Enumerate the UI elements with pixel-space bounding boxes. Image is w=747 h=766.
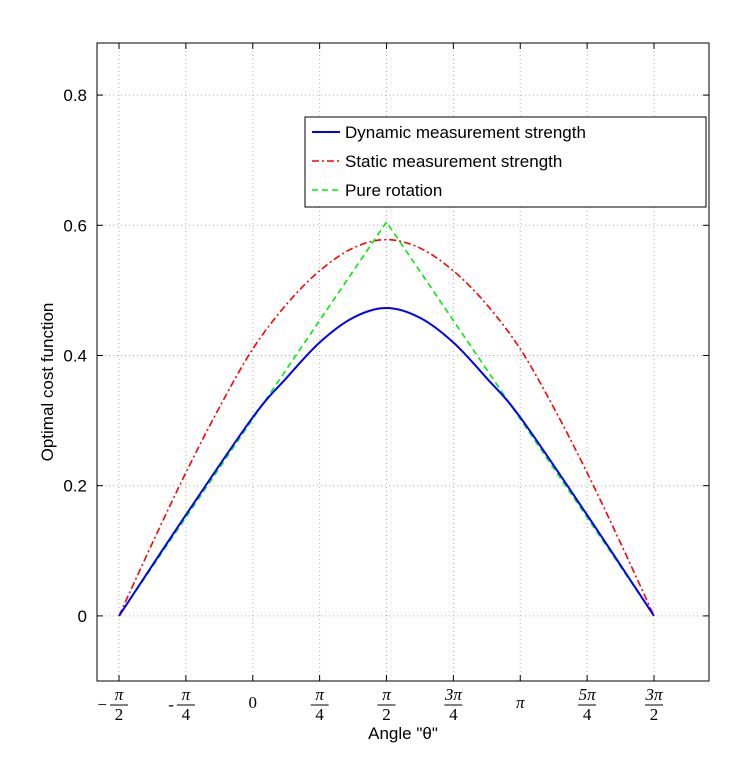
y-tick-label-3: 0.6 [63,216,87,235]
x-tick-text-2: 0 [249,693,258,712]
y-axis-label: Optimal cost function [38,303,57,462]
legend-entry-dynamic: Dynamic measurement strength [345,123,586,142]
y-tick-label-4: 0.8 [63,86,87,105]
x-tick-label-1: π4- [168,685,195,724]
x-tick-numerator-8: 3π [644,685,663,704]
x-tick-sign-0: − [97,695,107,714]
series-line-dynamic [118,306,655,617]
series-layer [118,220,655,617]
series-line-static [118,238,655,617]
x-tick-numerator-5: 3π [444,685,463,704]
x-tick-denominator-5: 4 [449,705,458,724]
x-tick-sign-1: - [168,695,174,714]
x-tick-numerator-1: π [182,685,191,704]
x-tick-label-5: 3π4 [444,685,463,724]
x-tick-label-7: 5π4 [578,685,597,724]
y-tick-label-0: 0 [78,607,87,626]
y-tick-label-2: 0.4 [63,346,87,365]
x-tick-numerator-4: π [382,685,391,704]
x-tick-label-0: π2− [97,685,128,724]
x-tick-denominator-3: 4 [315,705,324,724]
y-tick-label-1: 0.2 [63,477,87,496]
series-line-pure [118,220,655,617]
x-tick-denominator-4: 2 [382,705,391,724]
legend-entry-pure: Pure rotation [345,181,442,200]
x-tick-denominator-8: 2 [650,705,659,724]
x-tick-label-4: π2 [377,685,396,724]
legend-box [304,116,707,208]
y-axis-ticks: 0 0.2 0.4 0.6 0.8 [63,86,709,626]
x-tick-numerator-7: 5π [579,685,597,704]
x-tick-denominator-7: 4 [583,705,592,724]
legend: Dynamic measurement strength Static meas… [304,116,707,208]
x-tick-numerator-3: π [315,685,324,704]
plot-frame [96,42,710,682]
x-tick-label-8: 3π2 [644,685,663,724]
x-tick-label-2: 0 [249,693,258,712]
x-tick-text-6: π [516,693,525,712]
x-tick-label-3: π4 [310,685,329,724]
x-tick-denominator-0: 2 [115,705,124,724]
x-tick-numerator-0: π [115,685,124,704]
legend-entry-static: Static measurement strength [345,152,562,171]
x-tick-label-6: π [516,693,525,712]
x-tick-denominator-1: 4 [182,705,191,724]
x-axis-label: Angle "θ" [368,724,438,743]
